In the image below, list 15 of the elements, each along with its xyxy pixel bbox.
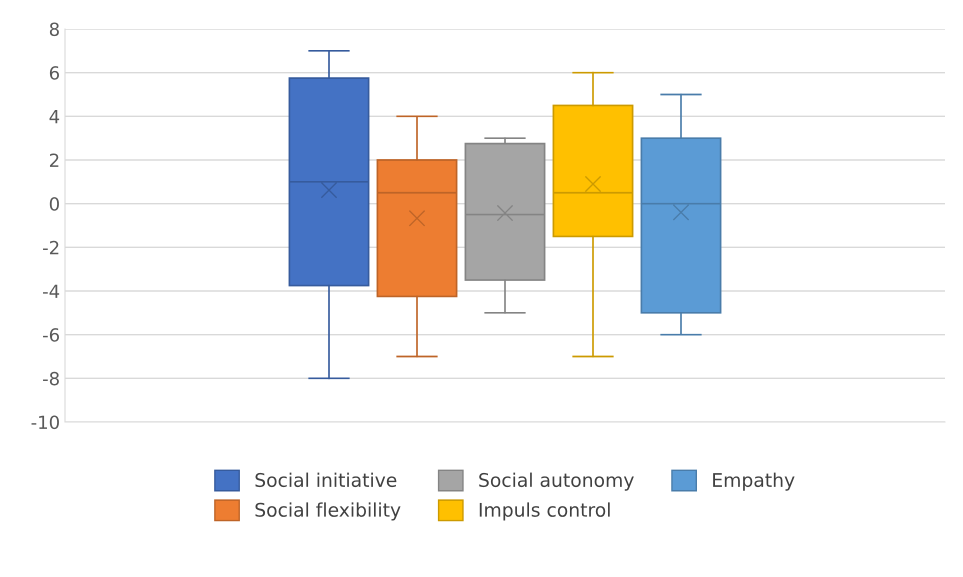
y-tick-label: 6 [50, 66, 59, 80]
y-tick-label: -2 [43, 240, 58, 254]
legend-label: Empathy [713, 472, 795, 491]
legend-label: Social flexibility [255, 502, 401, 521]
y-tick-label: 0 [50, 197, 59, 211]
y-tick-label: -8 [43, 372, 59, 386]
y-tick-label: 4 [50, 110, 60, 124]
y-tick-label: -6 [43, 328, 60, 342]
y-tick-label: 2 [50, 153, 58, 167]
y-tick-label: -10 [32, 415, 59, 430]
legend-label: Social initiative [255, 472, 396, 488]
y-tick-label: -4 [43, 284, 60, 298]
legend-label: Social autonomy [479, 472, 634, 491]
legend-label: Impuls control [480, 502, 610, 521]
y-tick-label: 8 [50, 22, 59, 36]
